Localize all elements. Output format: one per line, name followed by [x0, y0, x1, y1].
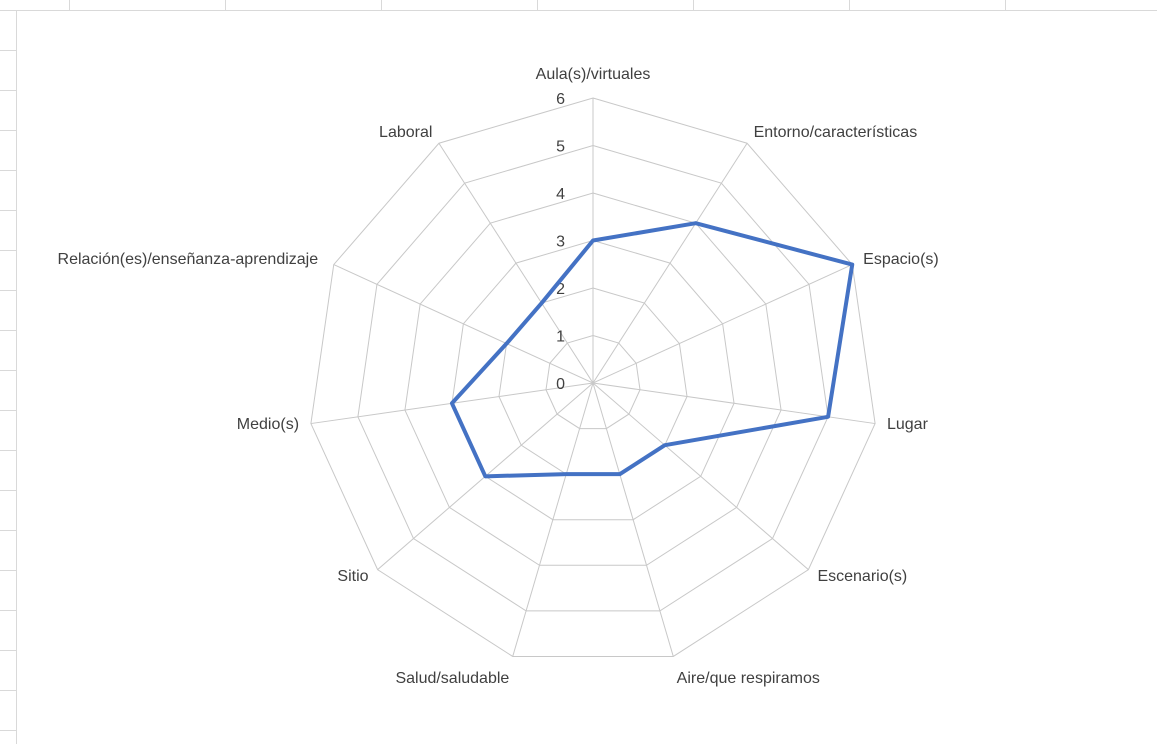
category-label: Escenario(s) [817, 568, 908, 586]
r-tick-label: 1 [556, 329, 565, 346]
spoke [592, 382, 674, 657]
category-label: Espacio(s) [863, 250, 939, 268]
grid-ring [451, 239, 735, 521]
spoke [592, 264, 853, 384]
r-tick-label: 6 [556, 91, 565, 108]
spoke [592, 142, 748, 384]
spoke [333, 264, 594, 384]
category-label: Lugar [886, 416, 928, 434]
category-label: Aire/que respiramos [676, 669, 820, 687]
category-label: Medio(s) [236, 416, 300, 434]
r-tick-label: 4 [556, 186, 565, 203]
r-tick-label: 0 [556, 376, 565, 393]
spoke [438, 142, 594, 384]
r-tick-label: 3 [556, 234, 565, 251]
grid-ring [404, 192, 782, 566]
r-tick-label: 5 [556, 139, 565, 156]
grid-ring [310, 97, 876, 657]
spoke [592, 382, 809, 571]
category-label: Relación(es)/enseñanza-aprendizaje [57, 250, 319, 268]
r-tick-label: 2 [556, 281, 565, 298]
category-label: Entorno/características [753, 124, 918, 142]
grid-ring [357, 144, 829, 612]
spoke [512, 382, 594, 657]
data-line [449, 221, 855, 479]
grid-ring [545, 334, 641, 430]
category-label: Laboral [379, 124, 433, 142]
category-label: Aula(s)/virtuales [535, 66, 651, 83]
category-label: Salud/saludable [395, 669, 510, 687]
category-label: Sitio [337, 568, 369, 586]
